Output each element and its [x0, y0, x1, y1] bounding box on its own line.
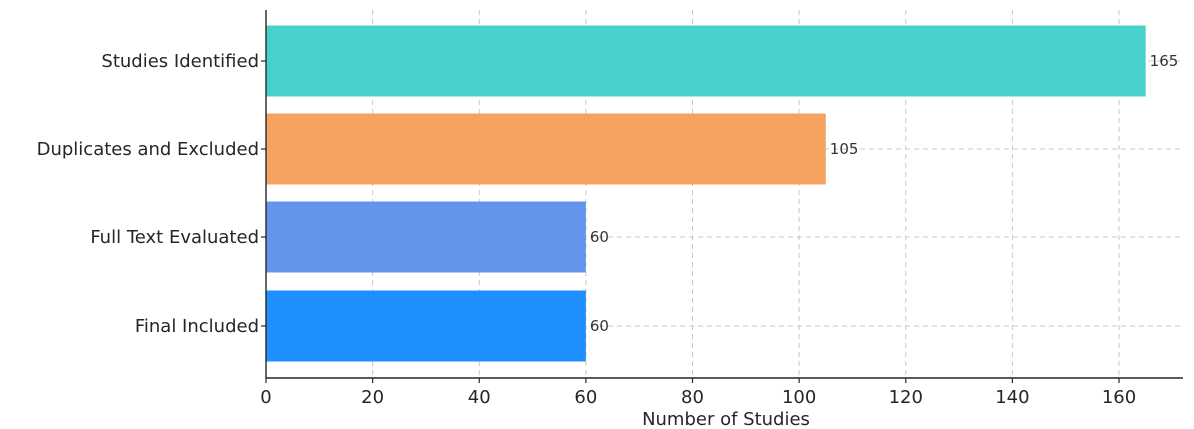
data-label: 60: [590, 228, 609, 246]
bar-final-included: [266, 290, 586, 362]
x-tick-label: 100: [782, 387, 816, 408]
x-tick-label: 0: [260, 387, 271, 408]
data-label: 165: [1150, 52, 1179, 70]
data-label: 60: [590, 317, 609, 335]
category-label: Duplicates and Excluded: [37, 139, 259, 160]
x-axis-title: Number of Studies: [642, 409, 810, 429]
category-label: Studies Identified: [101, 51, 259, 72]
x-tick-label: 80: [681, 387, 704, 408]
x-tick-label: 140: [995, 387, 1029, 408]
category-label: Final Included: [135, 316, 259, 337]
x-tick-label: 60: [574, 387, 597, 408]
x-tick-label: 120: [889, 387, 923, 408]
x-tick-label: 40: [468, 387, 491, 408]
labels: 165 Studies Identified 105 Duplicates and E…: [37, 51, 1179, 408]
data-label: 105: [830, 140, 859, 158]
x-tick-label: 160: [1102, 387, 1136, 408]
bar-studies-identified: [266, 25, 1146, 97]
category-label: Full Text Evaluated: [90, 227, 259, 248]
x-tick-label: 20: [361, 387, 384, 408]
axes: [261, 10, 1183, 383]
bar-full-text-evaluated: [266, 201, 586, 273]
bar-duplicates-and-excluded: [266, 113, 826, 185]
bars: [266, 25, 1146, 362]
